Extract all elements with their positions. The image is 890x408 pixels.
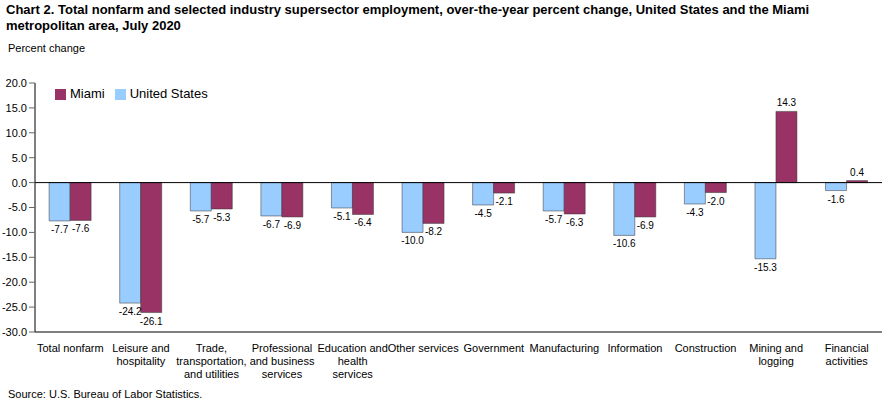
svg-text:15.0: 15.0	[8, 102, 27, 114]
svg-text:-2.0: -2.0	[707, 196, 725, 207]
svg-text:Trade,transportation,and utili: Trade,transportation,and utilities	[176, 342, 246, 380]
svg-text:20.0: 20.0	[8, 77, 27, 89]
svg-text:5.0: 5.0	[12, 152, 27, 164]
svg-text:-6.9: -6.9	[637, 220, 655, 231]
svg-text:0.0: 0.0	[12, 177, 27, 189]
html-text:Source: U.S. Bureau of Labor S: Source: U.S. Bureau of Labor Statistics.	[8, 388, 203, 400]
svg-text:0.4: 0.4	[850, 167, 864, 178]
svg-text:-7.7: -7.7	[51, 224, 69, 235]
svg-text:-5.7: -5.7	[192, 214, 210, 225]
svg-text:-25.0: -25.0	[8, 301, 27, 313]
html-text:United States: United States	[129, 86, 208, 101]
svg-text:-5.1: -5.1	[333, 211, 351, 222]
svg-text:-15.0: -15.0	[8, 251, 27, 263]
svg-text:-10.6: -10.6	[613, 238, 636, 249]
html-text:Miami: Miami	[70, 86, 105, 101]
svg-text:-10.0: -10.0	[401, 235, 424, 246]
svg-text:Construction: Construction	[675, 342, 737, 354]
svg-text:-2.1: -2.1	[495, 196, 513, 207]
svg-text:14.3: 14.3	[777, 97, 797, 108]
svg-text:10.0: 10.0	[8, 127, 27, 139]
svg-text:-1.6: -1.6	[827, 194, 845, 205]
svg-text:-7.6: -7.6	[72, 223, 90, 234]
svg-text:-4.3: -4.3	[686, 207, 704, 218]
svg-text:Other services: Other services	[388, 342, 459, 354]
html-text:Chart 2. Total nonfarm and sel: Chart 2. Total nonfarm and selected indu…	[6, 2, 810, 33]
svg-text:Government: Government	[464, 342, 525, 354]
svg-text:-10.0: -10.0	[8, 226, 27, 238]
svg-text:Education andhealthservices: Education andhealthservices	[317, 342, 387, 380]
svg-text:-30.0: -30.0	[8, 326, 27, 338]
svg-text:-26.1: -26.1	[140, 316, 163, 327]
svg-text:Total nonfarm: Total nonfarm	[37, 342, 104, 354]
svg-text:Financialactivities: Financialactivities	[825, 342, 869, 367]
svg-text:Manufacturing: Manufacturing	[530, 342, 600, 354]
svg-text:-6.4: -6.4	[354, 217, 372, 228]
svg-text:-5.3: -5.3	[213, 212, 231, 223]
svg-text:-24.2: -24.2	[119, 306, 142, 317]
svg-text:-20.0: -20.0	[8, 276, 27, 288]
svg-text:Professionaland businessservic: Professionaland businessservices	[250, 342, 315, 380]
svg-text:Information: Information	[607, 342, 662, 354]
svg-text:-5.7: -5.7	[545, 214, 563, 225]
svg-text:-6.3: -6.3	[566, 217, 584, 228]
svg-text:-5.0: -5.0	[8, 201, 27, 213]
html-text:Percent change: Percent change	[8, 42, 86, 54]
svg-text:-8.2: -8.2	[425, 226, 443, 237]
svg-text:-6.7: -6.7	[263, 219, 281, 230]
svg-text:-15.3: -15.3	[754, 262, 777, 273]
svg-text:Mining andlogging: Mining andlogging	[749, 342, 803, 367]
svg-text:-4.5: -4.5	[474, 208, 492, 219]
svg-text:-6.9: -6.9	[284, 220, 302, 231]
svg-text:Leisure andhospitality: Leisure andhospitality	[112, 342, 170, 367]
